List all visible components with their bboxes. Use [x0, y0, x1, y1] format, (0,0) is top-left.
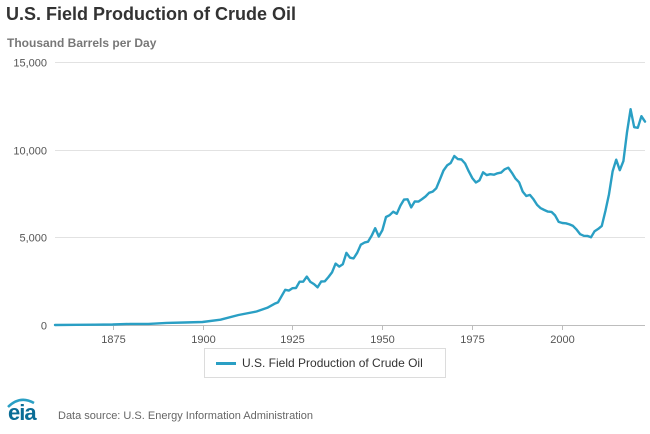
y-axis-unit-label: Thousand Barrels per Day [7, 36, 157, 50]
x-axis-ticks: 1875 1900 1925 1950 1975 2000 [101, 325, 575, 346]
legend[interactable]: U.S. Field Production of Crude Oil [204, 348, 446, 378]
x-tick-label: 1900 [191, 334, 215, 346]
eia-logo: eia [8, 400, 37, 425]
x-tick-label: 1975 [460, 334, 484, 346]
x-tick-label: 1925 [280, 334, 304, 346]
legend-swatch [216, 362, 236, 365]
y-tick-label: 10,000 [13, 146, 47, 158]
x-tick-label: 2000 [550, 334, 574, 346]
y-tick-label: 15,000 [13, 58, 47, 70]
x-tick-label: 1950 [370, 334, 394, 346]
x-tick-label: 1875 [101, 334, 125, 346]
data-source-note: Data source: U.S. Energy Information Adm… [58, 410, 313, 422]
gridlines [55, 62, 645, 326]
series-line[interactable] [53, 108, 647, 327]
y-tick-label: 0 [41, 321, 47, 333]
y-tick-label: 5,000 [19, 233, 47, 245]
y-axis-ticks: 0 5,000 10,000 15,000 [13, 58, 47, 333]
plot-series [53, 108, 647, 327]
eia-logo-icon [7, 398, 35, 408]
legend-label: U.S. Field Production of Crude Oil [242, 356, 423, 370]
chart-title: U.S. Field Production of Crude Oil [6, 4, 297, 24]
